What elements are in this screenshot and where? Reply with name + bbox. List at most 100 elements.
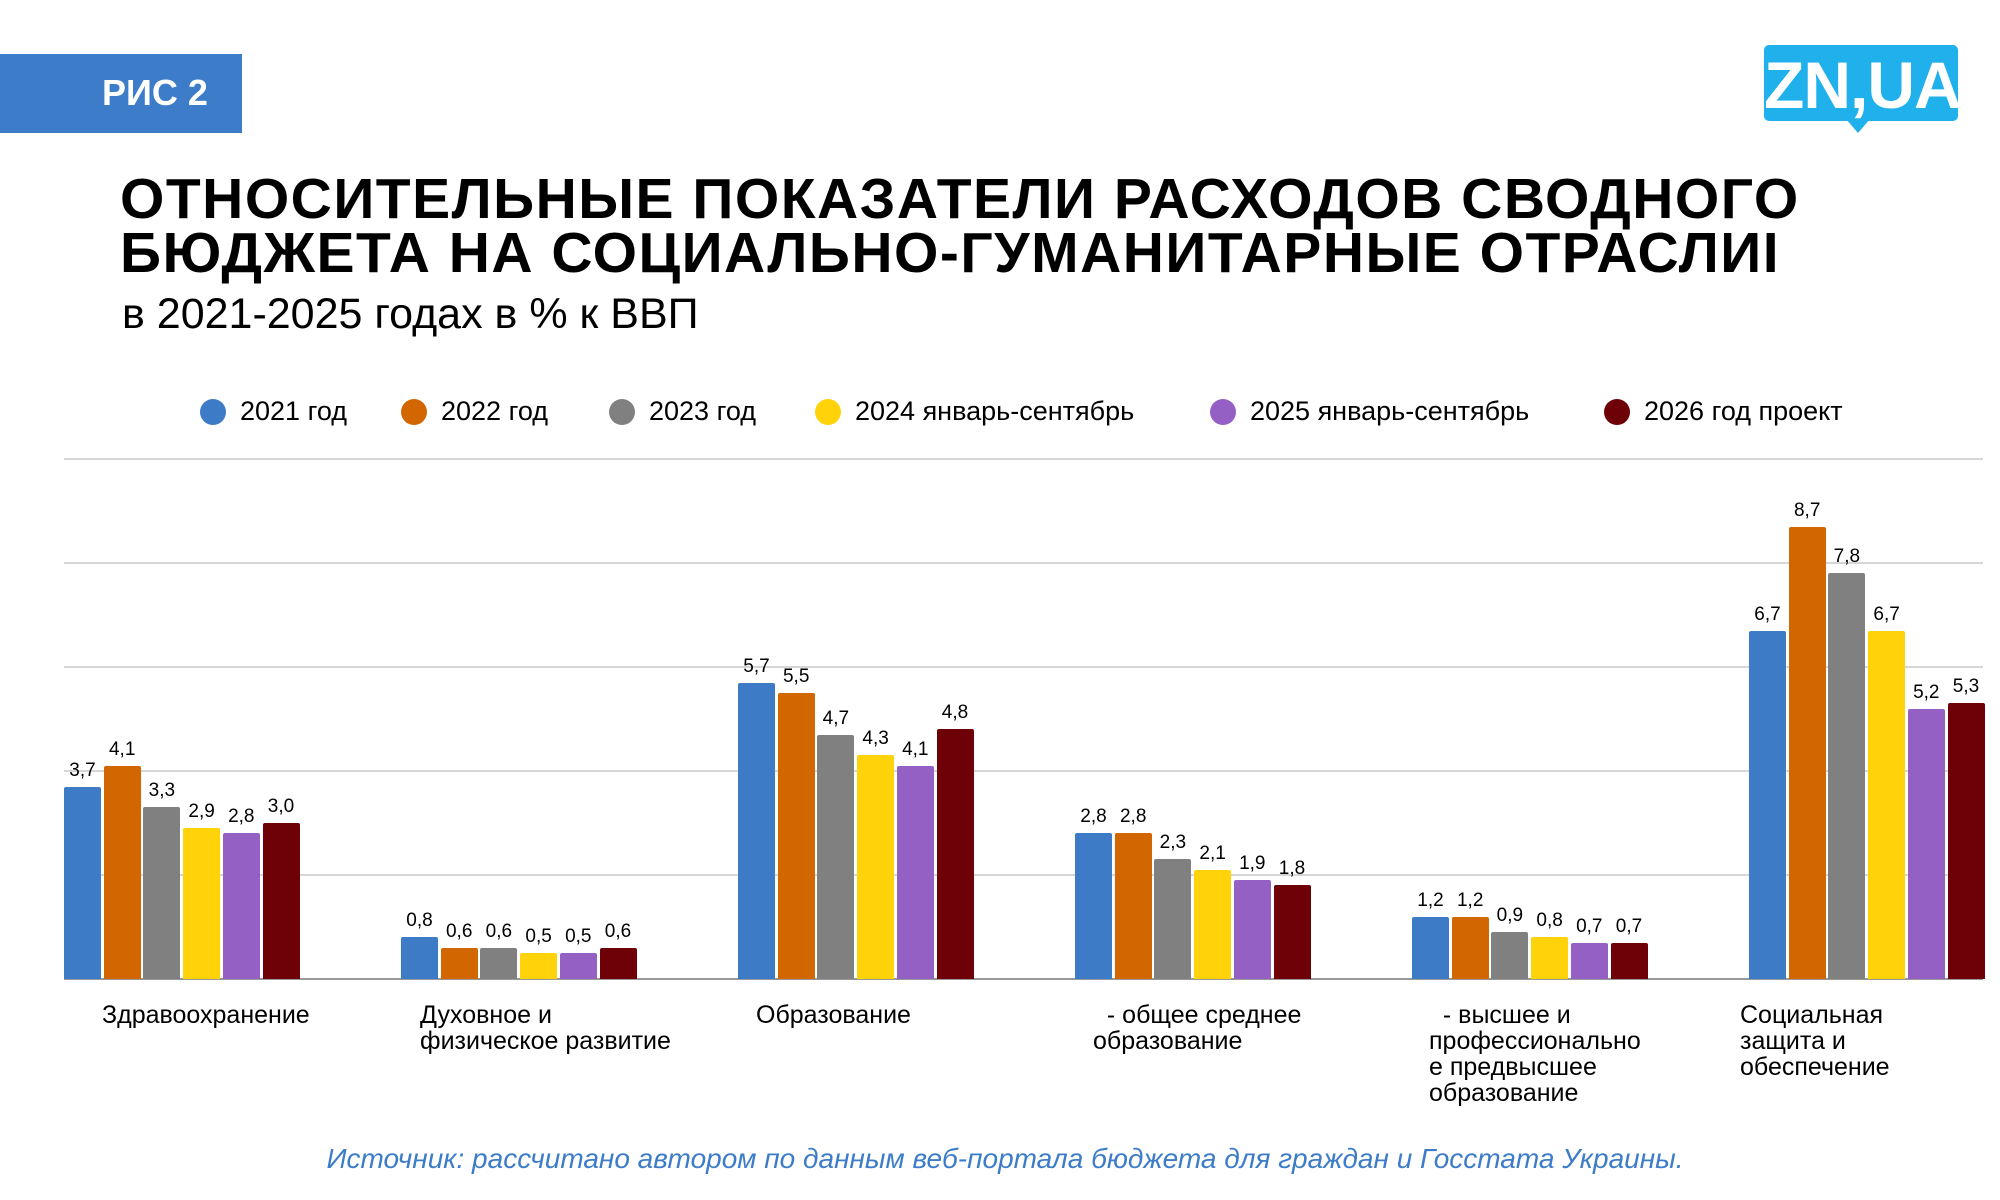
bar — [1412, 916, 1449, 979]
data-label: 0,7 — [1615, 915, 1643, 937]
data-label: 4,7 — [822, 707, 850, 729]
chart-title: ОТНОСИТЕЛЬНЫЕ ПОКАЗАТЕЛИ РАСХОДОВ СВОДНО… — [120, 167, 1800, 285]
legend-swatch-icon — [200, 398, 226, 425]
data-label: 1,2 — [1456, 889, 1484, 911]
title-line-1: ОТНОСИТЕЛЬНЫЕ ПОКАЗАТЕЛИ РАСХОДОВ СВОДНО… — [120, 167, 1800, 231]
bar — [64, 786, 101, 979]
data-label: 1,8 — [1278, 858, 1306, 880]
legend-item: 2022 год — [401, 396, 548, 427]
data-label: 4,1 — [108, 738, 136, 760]
data-label: 3,7 — [69, 759, 96, 781]
bar — [1947, 703, 1985, 979]
bar — [262, 823, 300, 979]
figure-number: РИС 2 — [102, 72, 208, 113]
data-label: 0,5 — [565, 926, 592, 947]
legend-item: 2023 год — [609, 396, 756, 427]
source-note: Источник: рассчитано автором по данным в… — [326, 1143, 1684, 1174]
data-label: 1,9 — [1239, 853, 1266, 875]
bar — [103, 765, 141, 979]
data-label: 2,8 — [1080, 806, 1107, 828]
bar — [1491, 932, 1529, 979]
data-label: 0,6 — [445, 920, 473, 942]
data-label: 7,8 — [1833, 546, 1861, 568]
bar — [1451, 916, 1489, 979]
category-label: Социальная защита и обеспечение — [1740, 1001, 1890, 1081]
category-label: Здравоохранение — [102, 1001, 310, 1029]
gridline — [64, 874, 1983, 876]
data-label: 2,9 — [188, 801, 215, 823]
legend: 2021 год 2022 год 2023 год 2024 январь-сент… — [0, 396, 2000, 428]
data-label: 5,3 — [1952, 676, 1980, 698]
data-label: 0,8 — [1536, 910, 1563, 932]
gridline — [64, 562, 1983, 564]
data-label: 4,8 — [941, 702, 969, 724]
data-label: 2,3 — [1159, 832, 1187, 854]
bar — [1749, 630, 1786, 979]
data-label: 0,6 — [485, 920, 513, 942]
bar — [480, 947, 518, 979]
legend-item: 2026 год проект — [1604, 396, 1843, 427]
data-label: 2,1 — [1199, 842, 1226, 864]
bar — [857, 755, 895, 979]
x-axis-line — [64, 978, 1983, 980]
legend-swatch-icon — [401, 398, 427, 425]
legend-label: 2022 год — [441, 396, 548, 426]
bar — [1194, 869, 1232, 979]
legend-item: 2025 январь-сентябрь — [1210, 396, 1529, 427]
logo-text: ZN,UA — [1764, 48, 1962, 122]
data-label: 0,6 — [604, 920, 632, 942]
category-label: Духовное и физическое развитие — [420, 1001, 671, 1055]
bar — [1610, 942, 1648, 979]
bar — [817, 734, 855, 979]
legend-item: 2021 год — [200, 396, 347, 427]
bar — [936, 729, 974, 979]
bar — [1273, 885, 1311, 979]
bar — [183, 828, 221, 979]
legend-item: 2024 январь-сентябрь — [815, 396, 1134, 427]
legend-label: 2021 год — [240, 396, 347, 426]
bar — [896, 765, 934, 979]
bar — [143, 807, 181, 979]
legend-swatch-icon — [1604, 398, 1630, 425]
data-label: 2,8 — [1119, 806, 1147, 828]
data-label: 5,7 — [743, 655, 770, 677]
bar — [599, 947, 637, 979]
title-line-2: БЮДЖЕТА НА СОЦИАЛЬНО-ГУМАНИТАРНЫЕ ОТРАСЛ… — [120, 221, 1781, 285]
legend-label: 2023 год — [649, 396, 756, 426]
bar — [559, 953, 597, 979]
data-label: 0,9 — [1496, 905, 1524, 927]
bar — [1154, 859, 1192, 979]
gridline — [64, 458, 1983, 460]
bar — [1114, 833, 1152, 979]
data-label: 5,2 — [1913, 681, 1940, 703]
legend-swatch-icon — [1210, 398, 1236, 425]
data-label: 2,8 — [228, 806, 255, 828]
legend-label: 2025 январь-сентябрь — [1250, 396, 1530, 426]
bar — [1828, 573, 1866, 979]
figure-badge: РИС 2 — [0, 54, 242, 133]
category-label: Образование — [756, 1001, 911, 1029]
data-label: 5,5 — [782, 666, 810, 687]
chart-subtitle: в 2021-2025 годах в % к ВВП — [122, 290, 699, 338]
bar — [520, 953, 558, 979]
category-label: - высшее и профессионально е предвысшее … — [1429, 1001, 1641, 1107]
bar — [1531, 937, 1569, 979]
data-label: 4,3 — [862, 728, 889, 750]
bar — [1907, 708, 1945, 979]
bar — [777, 693, 815, 979]
data-label: 4,1 — [902, 738, 929, 760]
gridline — [64, 770, 1983, 772]
data-label: 1,2 — [1417, 889, 1444, 911]
legend-swatch-icon — [815, 398, 841, 425]
bar — [1075, 833, 1112, 979]
bar — [1788, 526, 1826, 979]
bar — [1868, 630, 1906, 979]
bar — [1233, 880, 1271, 979]
bar — [440, 947, 478, 979]
legend-swatch-icon — [609, 398, 635, 425]
bar — [401, 937, 438, 979]
data-label: 0,8 — [406, 910, 433, 932]
zn-ua-logo: ZN,UA — [1764, 45, 1962, 133]
data-label: 3,0 — [267, 796, 295, 817]
